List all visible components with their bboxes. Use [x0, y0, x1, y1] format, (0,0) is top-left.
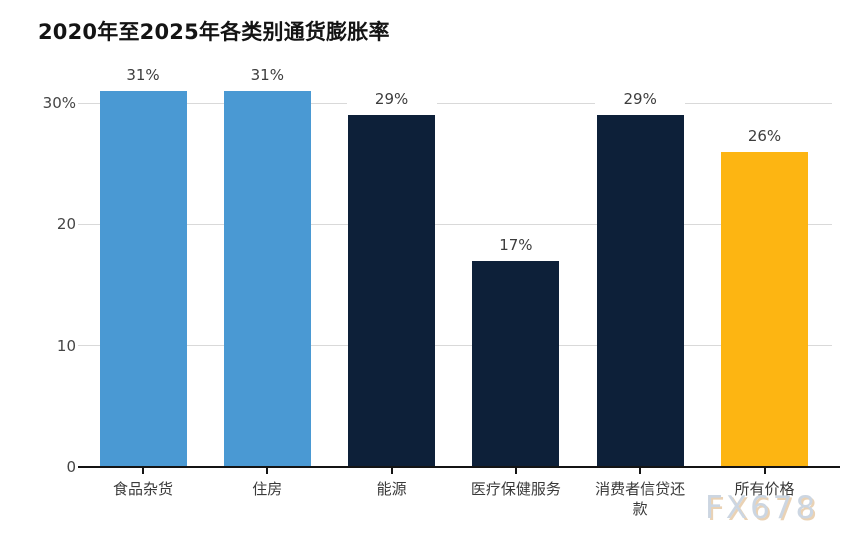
y-tick-label: 0 — [66, 458, 76, 476]
bar-value-label: 26% — [719, 126, 810, 146]
y-tick-label: 20 — [56, 215, 76, 234]
x-axis-tick — [142, 468, 144, 474]
x-category-label: 能源 — [376, 480, 407, 498]
y-tick-label: 10 — [56, 336, 76, 355]
x-category-label: 所有价格 — [734, 480, 795, 498]
gridline — [78, 223, 832, 225]
gridline — [78, 345, 832, 347]
x-axis-tick — [639, 468, 642, 474]
gridline — [78, 102, 832, 104]
bar — [596, 115, 684, 467]
chart-title: 2020年至2025年各类别通货膨胀率 — [38, 20, 390, 44]
x-axis-tick — [763, 468, 766, 474]
bar — [99, 90, 187, 467]
bar — [223, 90, 311, 467]
x-category-label: 医疗保健服务 — [470, 480, 561, 498]
x-category-label: 食品杂货 — [112, 480, 173, 498]
watermark-fx678: FX678 — [705, 490, 819, 526]
x-axis-tick — [514, 468, 517, 474]
x-axis-tick — [390, 468, 393, 474]
bar — [348, 115, 436, 467]
x-axis-line — [78, 466, 840, 468]
y-tick-label: 30% — [42, 94, 76, 112]
x-category-label: 住房 — [252, 480, 283, 498]
x-axis-tick — [266, 468, 269, 474]
bar-value-label: 31% — [222, 65, 313, 85]
x-category-label: 消费者信贷还款 — [595, 480, 686, 518]
bar-value-label: 29% — [595, 90, 686, 110]
bar — [472, 260, 560, 467]
bar-value-label: 31% — [98, 65, 188, 85]
bar-value-label: 29% — [346, 90, 437, 110]
bar — [721, 151, 808, 467]
bar-value-label: 17% — [470, 235, 561, 255]
